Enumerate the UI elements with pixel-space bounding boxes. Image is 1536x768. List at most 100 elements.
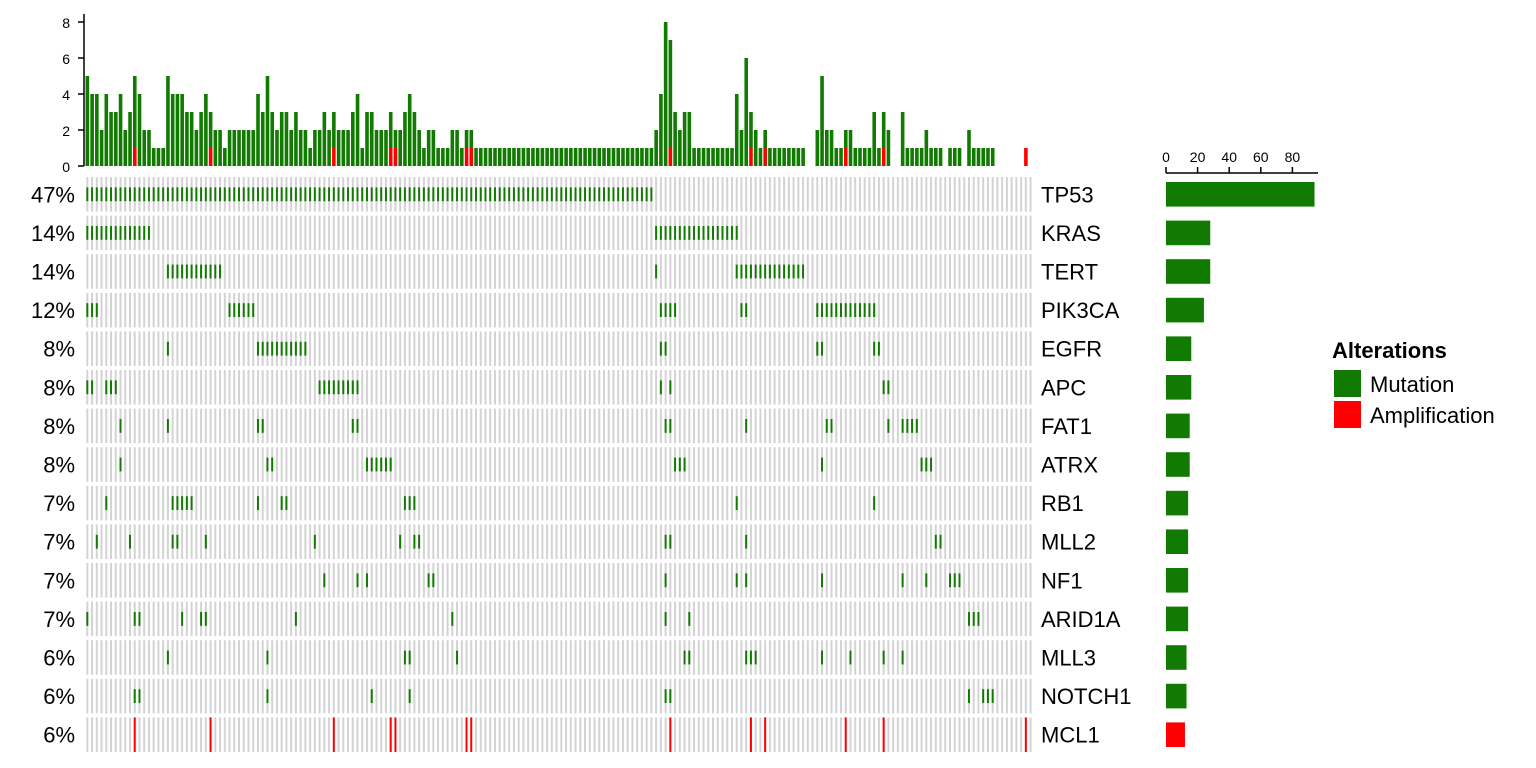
grid-cell — [91, 524, 94, 559]
grid-cell — [541, 563, 544, 598]
grid-cell — [730, 254, 733, 289]
grid-cell — [138, 717, 141, 752]
mutation-mark — [626, 187, 629, 202]
grid-cell — [503, 601, 506, 637]
mutation-mark — [356, 418, 359, 433]
grid-cell — [602, 331, 605, 366]
grid-cell — [351, 640, 354, 675]
grid-cell — [100, 524, 103, 559]
grid-cell — [162, 524, 165, 559]
grid-cell — [162, 640, 165, 675]
grid-cell — [128, 678, 131, 714]
grid-cell — [157, 601, 160, 637]
grid-cell — [223, 524, 226, 559]
grid-cell — [228, 331, 231, 366]
grid-cell — [185, 447, 188, 482]
grid-cell — [181, 408, 184, 444]
grid-cell — [726, 717, 729, 752]
grid-cell — [185, 678, 188, 714]
grid-cell — [707, 524, 710, 559]
grid-cell — [906, 447, 909, 482]
grid-cell — [456, 524, 459, 559]
grid-cell — [797, 177, 800, 212]
grid-cell — [944, 678, 947, 714]
grid-cell — [991, 447, 994, 482]
grid-cell — [105, 563, 108, 598]
grid-cell — [669, 485, 672, 521]
grid-cell — [204, 408, 207, 444]
grid-cell — [384, 640, 387, 675]
grid-cell — [640, 408, 643, 444]
grid-cell — [688, 292, 691, 328]
grid-cell — [858, 177, 861, 212]
grid-cell — [726, 485, 729, 521]
grid-cell — [982, 524, 985, 559]
grid-cell — [299, 717, 302, 752]
grid-cell — [375, 215, 378, 251]
mutation-mark — [825, 303, 828, 318]
grid-cell — [1029, 408, 1032, 444]
grid-cell — [536, 292, 539, 328]
grid-cell — [882, 563, 885, 598]
mutation-mark — [271, 457, 274, 472]
grid-cell — [631, 292, 634, 328]
grid-cell — [783, 408, 786, 444]
grid-cell — [669, 601, 672, 637]
mutation-mark — [593, 187, 596, 202]
grid-cell — [655, 408, 658, 444]
grid-cell — [688, 370, 691, 405]
grid-cell — [873, 215, 876, 251]
sample-bar-mutation — [260, 112, 265, 166]
sample-bar-mutation — [673, 112, 677, 166]
sample-bar-mutation — [616, 148, 621, 166]
grid-cell — [593, 717, 596, 752]
grid-cell — [925, 408, 928, 444]
grid-cell — [100, 408, 103, 444]
grid-cell — [498, 447, 501, 482]
grid-cell — [252, 640, 255, 675]
grid-cell — [347, 601, 350, 637]
grid-cell — [863, 447, 866, 482]
grid-cell — [261, 678, 264, 714]
sample-bar-mutation — [720, 148, 725, 166]
grid-cell — [219, 678, 222, 714]
grid-cell — [285, 292, 288, 328]
grid-cell — [811, 485, 814, 521]
grid-cell — [977, 524, 980, 559]
sample-bar-mutation — [820, 76, 824, 166]
sample-bar-mutation — [706, 148, 711, 166]
mutation-mark — [925, 457, 928, 472]
grid-cell — [621, 215, 624, 251]
grid-cell — [584, 640, 587, 675]
grid-cell — [413, 370, 416, 405]
grid-cell — [759, 370, 762, 405]
grid-cell — [821, 408, 824, 444]
grid-cell — [697, 640, 700, 675]
mutation-mark — [555, 187, 558, 202]
grid-cell — [721, 601, 724, 637]
grid-cell — [313, 370, 316, 405]
mutation-mark — [745, 650, 748, 665]
grid-cell — [195, 717, 198, 752]
mutation-mark — [427, 187, 430, 202]
grid-cell — [655, 331, 658, 366]
grid-cell — [607, 370, 610, 405]
grid-cell — [996, 524, 999, 559]
grid-cell — [963, 485, 966, 521]
grid-cell — [740, 563, 743, 598]
grid-cell — [451, 331, 454, 366]
sample-bar-mutation — [697, 148, 701, 166]
grid-cell — [375, 254, 378, 289]
grid-cell — [901, 177, 904, 212]
grid-cell — [598, 485, 601, 521]
grid-cell — [868, 331, 871, 366]
gene-count-bar — [1166, 413, 1190, 439]
grid-cell — [365, 601, 368, 637]
sample-bar-mutation — [175, 94, 180, 166]
grid-cell — [967, 447, 970, 482]
grid-cell — [290, 485, 293, 521]
gene-label: EGFR — [1041, 337, 1102, 362]
grid-cell — [707, 292, 710, 328]
mutation-mark — [332, 380, 335, 395]
mutation-mark — [802, 264, 805, 279]
